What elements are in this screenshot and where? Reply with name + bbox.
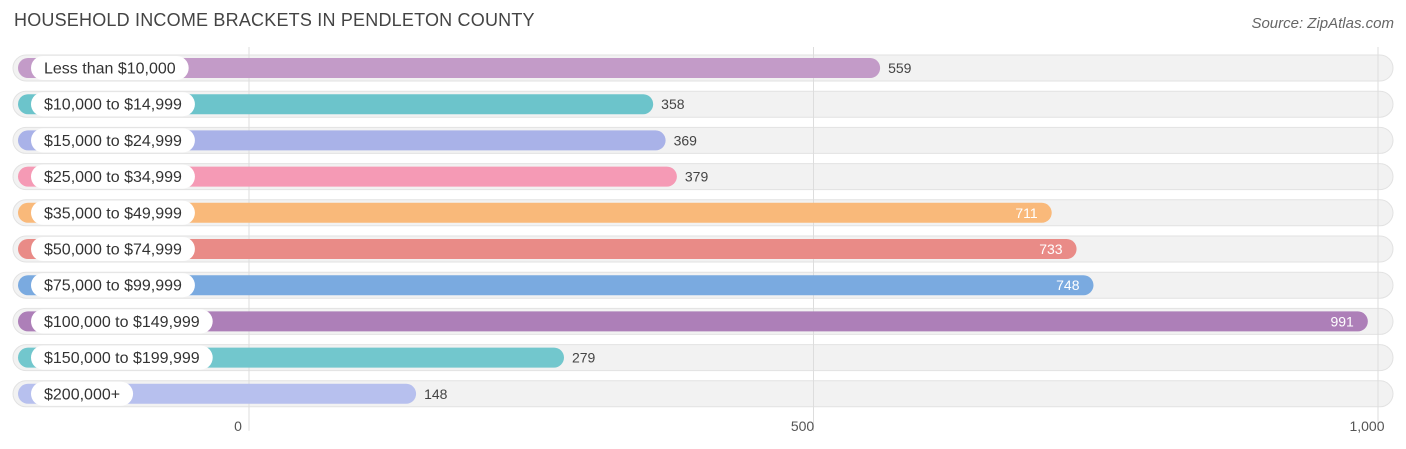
category-label: $25,000 to $34,999 [44,169,182,186]
category-pill [31,237,195,261]
bar [18,275,1094,296]
category-label: $15,000 to $24,999 [44,133,182,150]
value-label: 279 [572,350,596,366]
category-label: $150,000 to $199,999 [44,350,200,367]
x-tick-label: 500 [791,418,815,434]
category-label: $10,000 to $14,999 [44,97,182,114]
chart-source: Source: ZipAtlas.com [1251,15,1394,32]
category-label: $200,000+ [44,386,120,403]
bar [18,311,1368,332]
bar [18,202,1052,223]
category-label: $75,000 to $99,999 [44,278,182,295]
category-pill [31,309,213,334]
category-pill [31,345,213,370]
category-pill [31,92,195,117]
value-label: 991 [1330,313,1354,329]
category-label: Less than $10,000 [44,61,176,78]
bar [18,58,881,78]
category-pill [31,381,134,406]
category-pill [31,128,195,153]
chart-title: HOUSEHOLD INCOME BRACKETS IN PENDLETON C… [14,10,535,30]
x-tick-label: 1,000 [1349,418,1384,434]
bar [18,239,1077,259]
category-pill [31,56,189,80]
value-label: 748 [1056,277,1080,293]
value-label: 559 [888,60,912,76]
category-label: $100,000 to $149,999 [44,314,200,331]
category-label: $50,000 to $74,999 [44,242,182,259]
category-pill [31,164,195,189]
value-label: 379 [685,169,709,185]
value-label: 358 [661,96,685,112]
category-pill [31,200,195,225]
category-label: $35,000 to $49,999 [44,205,182,222]
value-label: 148 [424,386,448,402]
value-label: 733 [1039,241,1063,257]
value-label: 369 [674,132,698,148]
x-tick-label: 0 [234,418,242,434]
value-label: 711 [1015,205,1038,221]
category-pill [31,273,195,298]
